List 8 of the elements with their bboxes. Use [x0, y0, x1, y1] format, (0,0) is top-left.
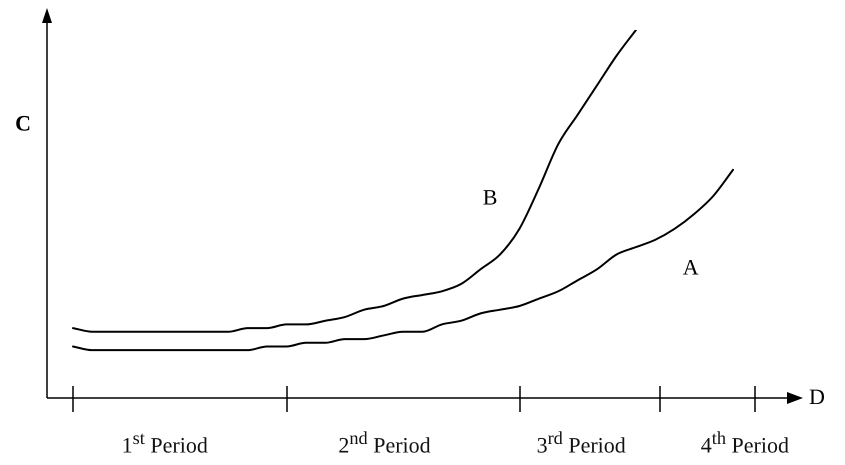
y-axis-title: C: [15, 110, 31, 136]
text: 1$^{st}$ Period: [122, 428, 208, 458]
x-axis-title: D: [809, 384, 825, 409]
series-label: A: [682, 254, 699, 280]
series-label: B: [482, 184, 498, 210]
text: 3$^{rd}$ Period: [536, 428, 626, 458]
text: 2$^{nd}$ Period: [338, 428, 431, 458]
text: 4$^{th}$ Period: [700, 428, 789, 458]
